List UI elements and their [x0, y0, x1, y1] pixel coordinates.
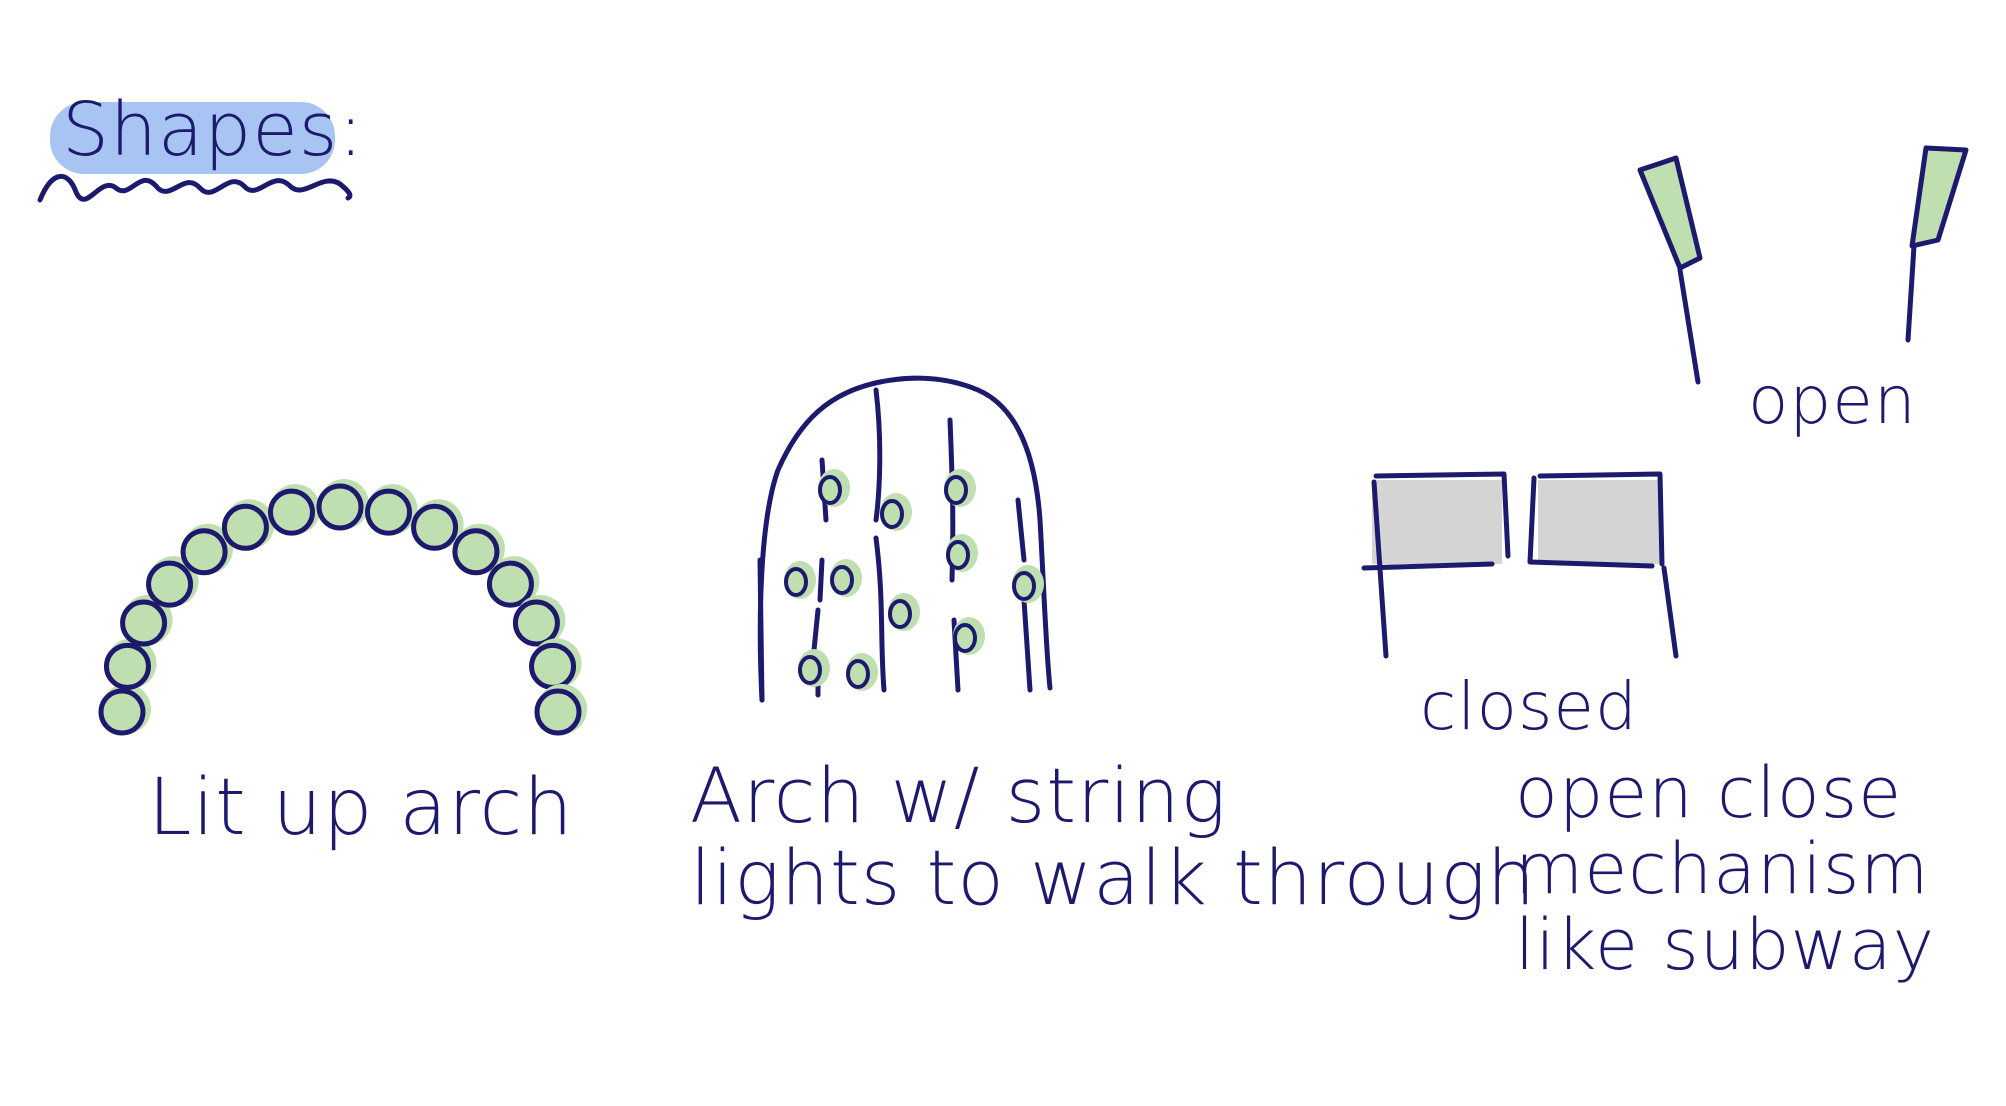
gate-open-left-post: [1677, 267, 1701, 385]
string-line: [1015, 497, 1033, 693]
arch-light-bulb: [103, 642, 151, 690]
arch-light-bulb: [316, 483, 364, 531]
string-light-bulb: [946, 540, 970, 570]
string-light-bulb: [784, 567, 808, 597]
label-line: Arch w/ string: [690, 751, 1228, 840]
gate-open-left-flap: [1637, 155, 1703, 271]
arch-light-bulb: [120, 599, 168, 647]
string-light-bulb: [953, 623, 977, 653]
label-line: like subway: [1515, 904, 1936, 986]
string-light-arch: [757, 375, 1053, 703]
string-lights: [784, 469, 1044, 691]
gate-closed-right-frame: [1527, 471, 1679, 659]
arch-light-bulb: [146, 560, 194, 608]
string-light-bulb: [846, 659, 870, 689]
gate-open-label: open: [1748, 362, 1917, 439]
arch-light-bulb: [534, 688, 582, 736]
gate-open: [1637, 145, 1969, 385]
lit-up-arch: [98, 479, 587, 736]
arch-light-bulb: [267, 488, 315, 536]
string-line: [873, 387, 887, 693]
gate-closed-label: closed: [1420, 668, 1638, 745]
string-light-bulb: [888, 599, 912, 629]
gate-closed-left-frame: [1361, 471, 1511, 659]
arch-outline: [757, 375, 1053, 703]
arch-light-bulb: [365, 488, 413, 536]
lit-up-arch-label: Lit up arch: [148, 763, 574, 853]
string-light-bulb: [798, 655, 822, 685]
string-light-arch-label: Arch w/ string lights to walk through: [690, 755, 1536, 919]
string-light-bulb: [1012, 571, 1036, 601]
title-highlight: [50, 102, 335, 174]
string-light-bulb: [818, 475, 842, 505]
gate-open-right-flap: [1909, 145, 1969, 249]
string-light-bulb: [944, 475, 968, 505]
label-line: open close: [1515, 752, 1903, 834]
page-title: Shapes:: [62, 87, 365, 173]
arch-light-bulb: [98, 688, 146, 736]
arch-light-bulb: [180, 528, 228, 576]
arch-light-bulb: [452, 528, 500, 576]
gate-closed-right-panel: [1538, 480, 1662, 564]
arch-light-bulb: [486, 560, 534, 608]
label-line: mechanism: [1515, 828, 1930, 910]
arch-light-bulb: [221, 503, 269, 551]
gate-open-right-post: [1905, 243, 1917, 343]
gate-closed-left-panel: [1372, 480, 1502, 564]
gate-mechanism-label: open close mechanism like subway: [1515, 755, 1935, 983]
title-underline-squiggle: [37, 173, 353, 203]
gate-closed: [1361, 471, 1679, 659]
label-line: lights to walk through: [690, 833, 1537, 922]
string-light-bulb: [830, 565, 854, 595]
arch-light-bulb: [411, 503, 459, 551]
string-line: [757, 557, 765, 703]
string-light-bulb: [880, 499, 904, 529]
arch-light-bulb: [512, 599, 560, 647]
